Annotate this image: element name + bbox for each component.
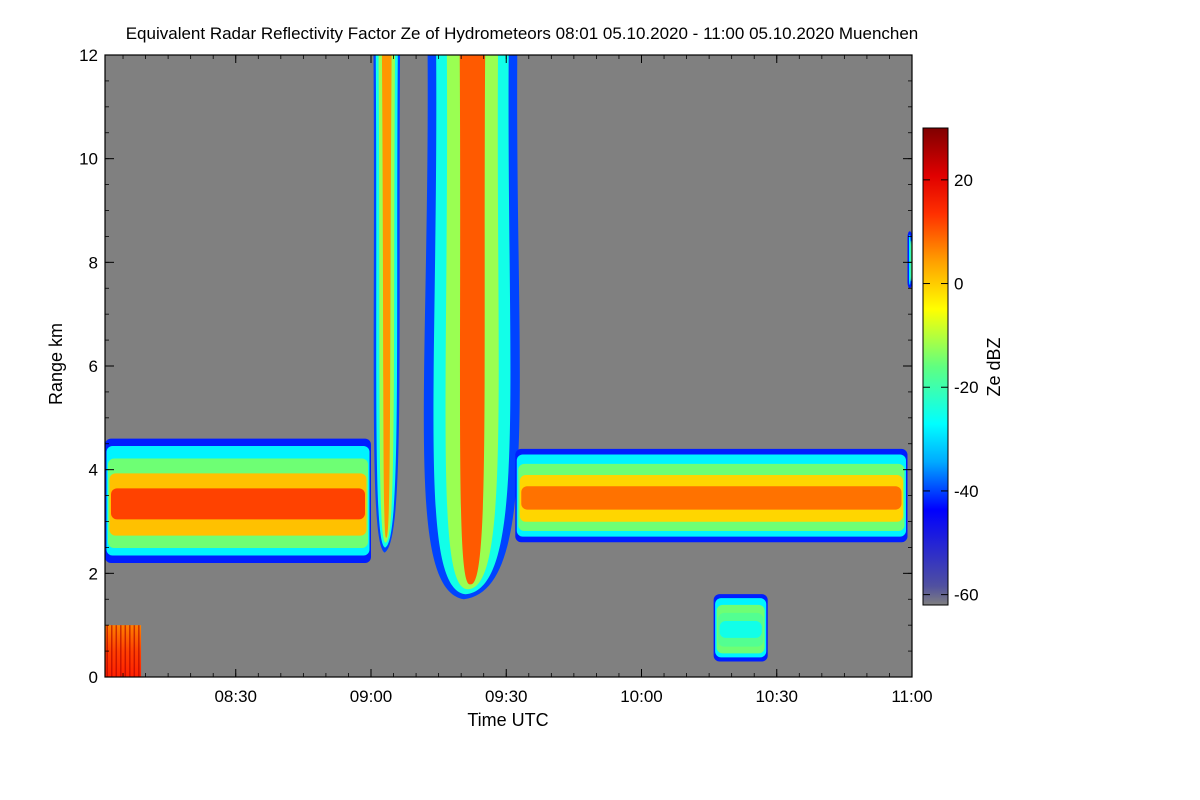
colorbar-ticks: 20 0 -20 -40 -60 bbox=[923, 171, 979, 605]
plume-layer bbox=[381, 55, 392, 538]
y-tick-label: 4 bbox=[89, 461, 98, 480]
x-tick-label: 11:00 bbox=[891, 687, 932, 706]
feature-high-echo-7 bbox=[907, 231, 914, 289]
feature-cloud-layer-1 bbox=[105, 438, 371, 563]
x-tick-label: 09:30 bbox=[485, 687, 528, 706]
x-axis: 08:30 09:00 09:30 10:00 10:30 11:00 bbox=[122, 55, 933, 706]
y-axis-label: Range km bbox=[46, 323, 66, 405]
y-tick-label: 6 bbox=[89, 357, 98, 376]
cloud-layer-band bbox=[521, 486, 902, 510]
feature-plume-4 bbox=[423, 55, 520, 600]
feature-low-echo-6 bbox=[713, 594, 768, 662]
feature-precipitation-2 bbox=[105, 625, 142, 677]
cloud-layer-band bbox=[913, 254, 914, 268]
y-tick-label: 12 bbox=[79, 46, 98, 65]
colorbar-tick-label: -40 bbox=[954, 482, 979, 501]
feature-cloud-layer-5 bbox=[515, 448, 908, 543]
colorbar-tick-label: -60 bbox=[954, 586, 979, 605]
plume-layer bbox=[459, 55, 486, 585]
colorbar-tick-label: 0 bbox=[954, 275, 963, 294]
cloud-layer-band bbox=[111, 488, 365, 520]
chart-title: Equivalent Radar Reflectivity Factor Ze … bbox=[126, 24, 919, 43]
colorbar bbox=[922, 127, 949, 606]
y-tick-label: 10 bbox=[79, 150, 98, 169]
reflectivity-field bbox=[105, 55, 914, 677]
y-tick-label: 0 bbox=[89, 668, 98, 687]
x-axis-label: Time UTC bbox=[467, 710, 548, 730]
y-tick-label: 8 bbox=[89, 253, 98, 272]
feature-plume-3 bbox=[373, 55, 401, 553]
cloud-layer-band bbox=[719, 621, 762, 638]
precip-block bbox=[105, 625, 142, 677]
cloud-layer-band bbox=[908, 234, 911, 285]
y-axis: 0 2 4 6 8 10 12 bbox=[79, 46, 912, 687]
colorbar-tick-label: 20 bbox=[954, 171, 973, 190]
cloud-layer-band bbox=[910, 240, 912, 282]
colorbar-label: Ze dBZ bbox=[984, 337, 1004, 396]
y-tick-label: 2 bbox=[89, 564, 98, 583]
x-tick-label: 10:00 bbox=[620, 687, 663, 706]
x-tick-label: 09:00 bbox=[350, 687, 393, 706]
x-tick-label: 08:30 bbox=[214, 687, 257, 706]
x-tick-label: 10:30 bbox=[755, 687, 798, 706]
colorbar-tick-label: -20 bbox=[954, 378, 979, 397]
